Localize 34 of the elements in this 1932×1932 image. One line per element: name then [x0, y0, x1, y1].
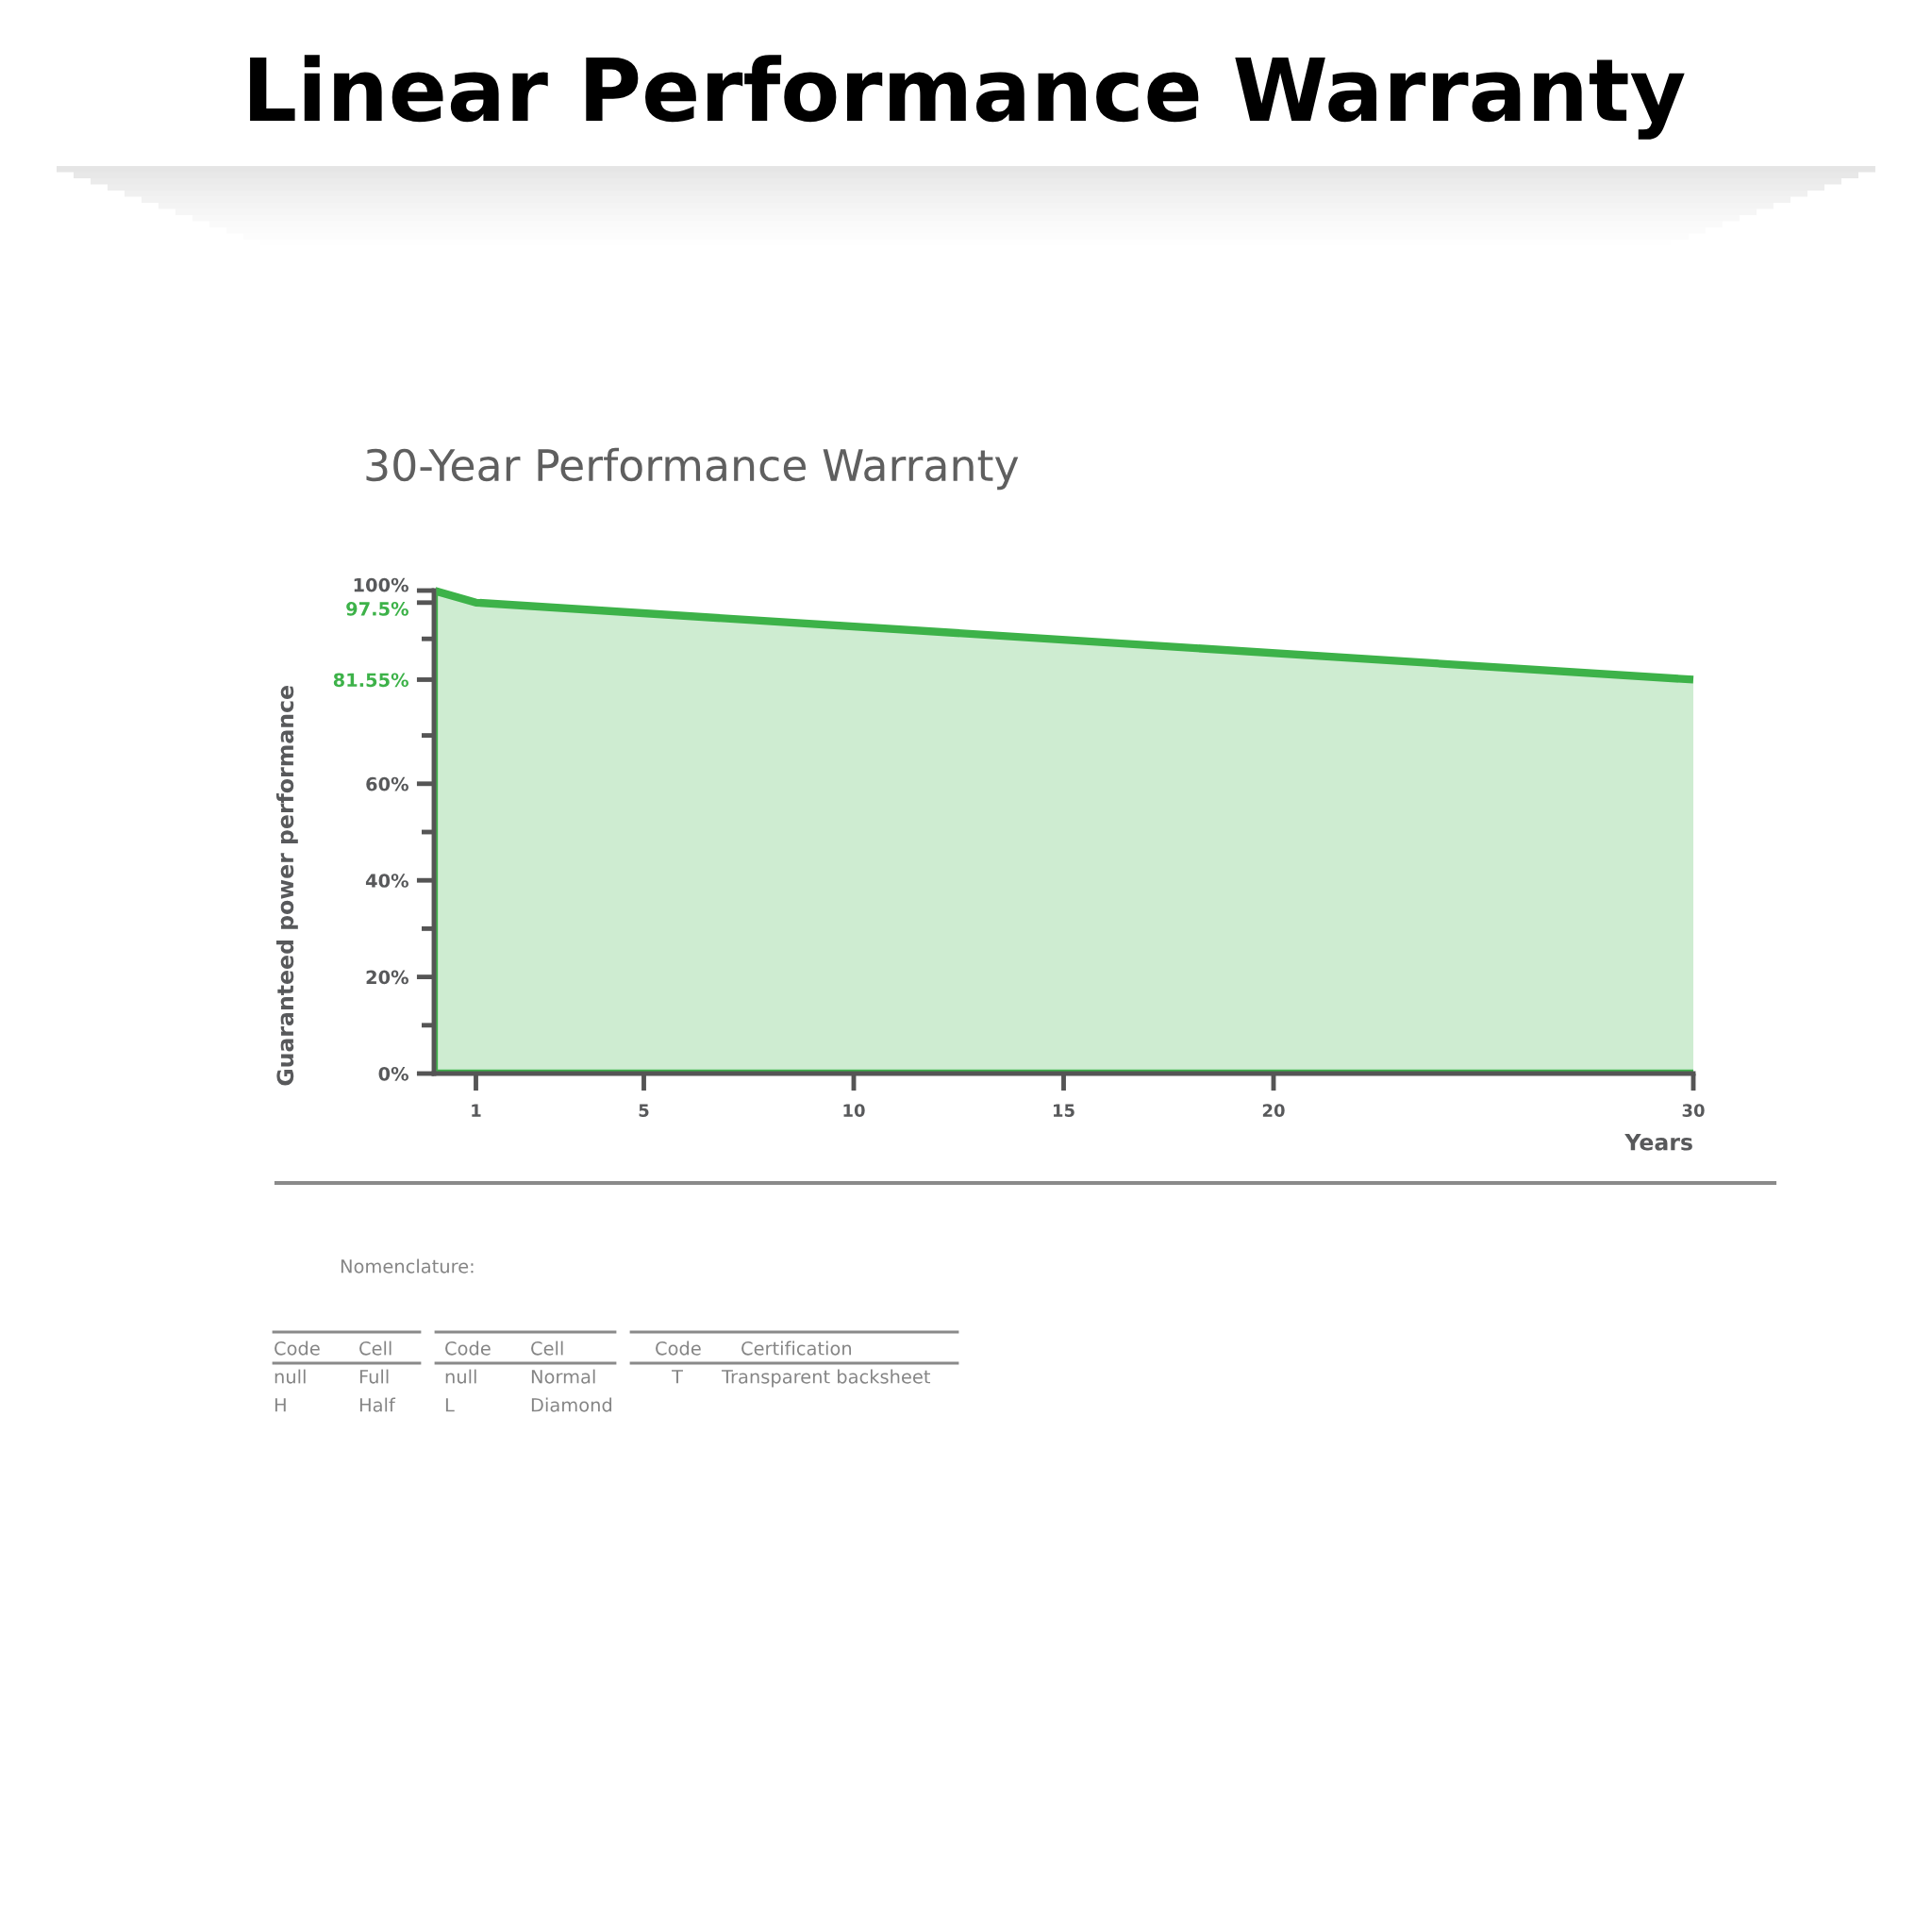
y-tick-label: 60%: [366, 776, 408, 791]
text: L: [445, 1398, 455, 1412]
x-axis-title: Years: [1624, 1134, 1692, 1151]
x-tick-label: 1: [472, 1104, 481, 1117]
text: Full: [359, 1369, 389, 1384]
y-axis-title: Guaranteed power performance: [275, 686, 298, 1086]
text: Code: [275, 1341, 320, 1356]
text: Diamond: [531, 1397, 612, 1412]
y-tick-label: 20%: [366, 970, 408, 985]
x-tick-label: 15: [1053, 1104, 1074, 1117]
text: T: [672, 1370, 683, 1384]
x-tick-label: 10: [843, 1104, 865, 1117]
y-tick-label: 97.5%: [346, 601, 408, 616]
text: Transparent backsheet: [721, 1369, 931, 1388]
y-tick-label: 40%: [365, 874, 408, 888]
text: null: [445, 1369, 476, 1384]
text: Certification: [741, 1341, 852, 1356]
y-tick-label: 81.55%: [333, 673, 408, 688]
text: Cell: [531, 1341, 563, 1356]
text: H: [275, 1398, 286, 1412]
text: null: [275, 1369, 306, 1384]
text: Normal: [531, 1369, 595, 1384]
text: Code: [656, 1341, 701, 1356]
chart-subtitle: 30-Year Performance Warranty: [366, 447, 1019, 491]
x-tick-label: 5: [639, 1104, 649, 1117]
text: Nomenclature:: [341, 1258, 474, 1274]
text: Cell: [359, 1341, 391, 1356]
text: Code: [445, 1341, 491, 1356]
x-tick-label: 30: [1682, 1104, 1705, 1117]
y-tick-label: 0%: [378, 1066, 408, 1081]
x-tick-label: 20: [1262, 1104, 1285, 1117]
chart-title: Linear Performance Warranty: [250, 55, 1685, 140]
y-tick-label: 100%: [354, 577, 408, 592]
text: Half: [359, 1397, 396, 1412]
